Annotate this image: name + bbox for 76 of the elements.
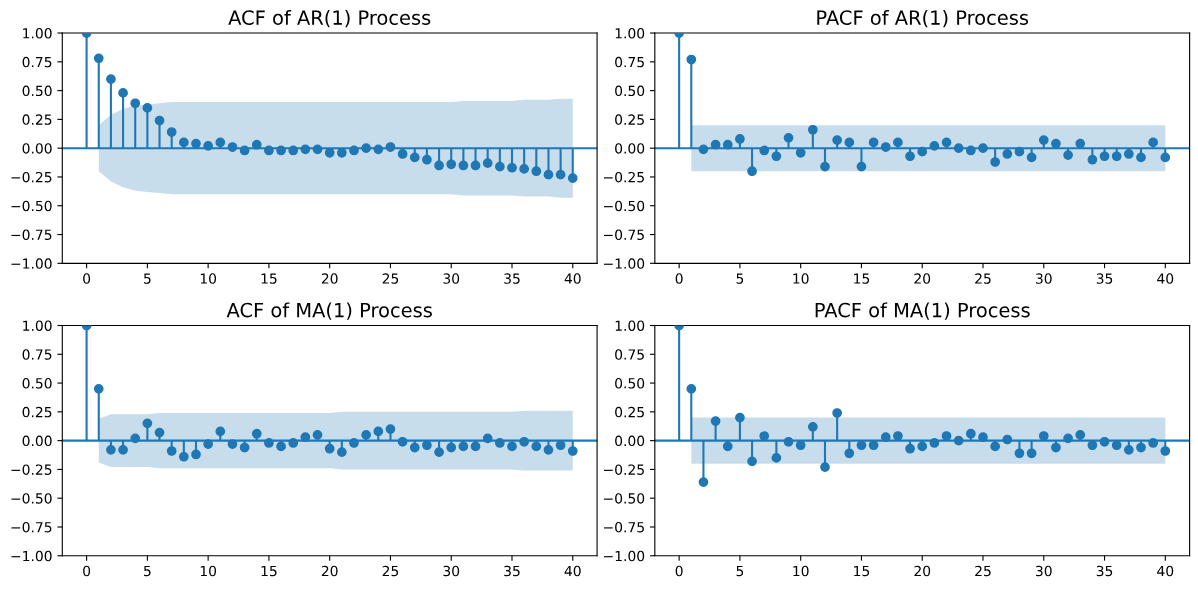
y-tick-label: 0.50	[615, 378, 645, 389]
chart-title: ACF of MA(1) Process	[226, 302, 432, 320]
x-tick-label: 25	[382, 273, 399, 284]
x-tick-label: 30	[1035, 565, 1052, 577]
y-tick-label: −1.00	[11, 258, 52, 269]
x-tick-label: 15	[261, 565, 277, 577]
x-tick-label: 0	[83, 565, 91, 577]
y-tick-label: 0.00	[22, 143, 52, 154]
y-tick-label: 0.00	[22, 435, 52, 447]
y-tick-label: 0.50	[22, 378, 52, 389]
y-tick-label: 0.25	[615, 114, 644, 125]
x-tick-label: 5	[736, 565, 744, 577]
y-tick-label: −1.00	[604, 550, 645, 562]
x-tick-label: 15	[261, 273, 277, 284]
y-tick-label: −0.75	[11, 521, 52, 533]
y-tick-label: −0.75	[604, 521, 644, 533]
x-tick-label: 0	[675, 565, 683, 577]
y-tick-label: 0.75	[22, 349, 52, 360]
x-tick-label: 0	[675, 273, 683, 284]
y-tick-label: −0.25	[604, 171, 644, 183]
y-tick-label: 0.25	[22, 406, 52, 418]
x-tick-label: 10	[200, 273, 217, 284]
y-tick-label: −0.75	[604, 229, 644, 241]
chart-title: PACF of MA(1) Process	[815, 302, 1030, 320]
y-tick-label: −0.25	[11, 464, 52, 475]
x-tick-label: 15	[854, 273, 870, 284]
y-tick-label: 1.00	[615, 320, 645, 331]
x-tick-label: 25	[382, 565, 399, 577]
x-tick-label: 10	[793, 273, 809, 284]
y-tick-label: −0.75	[11, 229, 52, 241]
y-tick-label: −1.00	[11, 550, 52, 562]
y-tick-label: 0.25	[22, 114, 52, 125]
y-tick-label: −0.50	[604, 200, 645, 212]
x-tick-label: 40	[564, 565, 581, 577]
x-tick-label: 5	[736, 273, 744, 284]
x-tick-label: 40	[1157, 273, 1174, 284]
y-tick-label: 0.75	[22, 56, 52, 68]
x-tick-label: 20	[321, 565, 338, 577]
x-tick-label: 20	[914, 565, 931, 577]
y-tick-label: −0.50	[11, 200, 52, 212]
x-tick-label: 10	[200, 565, 217, 577]
x-tick-label: 40	[1157, 565, 1174, 577]
y-tick-label: 0.00	[615, 435, 645, 447]
x-tick-label: 40	[564, 273, 581, 284]
x-tick-label: 5	[144, 273, 151, 284]
x-tick-label: 35	[504, 565, 520, 577]
x-tick-label: 5	[144, 565, 151, 577]
y-tick-label: 0.00	[615, 143, 645, 154]
x-tick-label: 10	[793, 565, 809, 577]
x-tick-label: 30	[1035, 273, 1052, 284]
x-tick-label: 25	[975, 565, 991, 577]
y-tick-label: −0.25	[604, 464, 644, 475]
y-tick-label: −0.50	[11, 493, 52, 504]
y-tick-label: 1.00	[23, 28, 52, 39]
x-tick-label: 20	[321, 273, 338, 284]
chart-title: ACF of AR(1) Process	[228, 9, 431, 28]
x-tick-label: 30	[443, 273, 460, 284]
y-tick-label: 0.25	[615, 406, 644, 418]
x-tick-label: 35	[1096, 565, 1113, 577]
y-tick-label: 0.50	[615, 85, 645, 97]
y-tick-label: 1.00	[23, 320, 52, 331]
y-tick-label: 0.75	[615, 56, 644, 68]
x-tick-label: 25	[975, 273, 991, 284]
y-tick-label: −0.50	[604, 493, 645, 504]
x-tick-label: 20	[914, 273, 931, 284]
x-tick-label: 15	[854, 565, 870, 577]
x-tick-label: 0	[83, 273, 91, 284]
y-tick-label: −0.25	[11, 171, 52, 183]
y-tick-label: 0.75	[615, 349, 644, 360]
y-tick-label: 0.50	[22, 85, 52, 97]
y-tick-label: −1.00	[604, 258, 645, 269]
x-tick-label: 35	[504, 273, 520, 284]
y-tick-label: 1.00	[615, 28, 645, 39]
x-tick-label: 30	[443, 565, 460, 577]
x-tick-label: 35	[1096, 273, 1113, 284]
chart-title: PACF of AR(1) Process	[817, 9, 1029, 28]
